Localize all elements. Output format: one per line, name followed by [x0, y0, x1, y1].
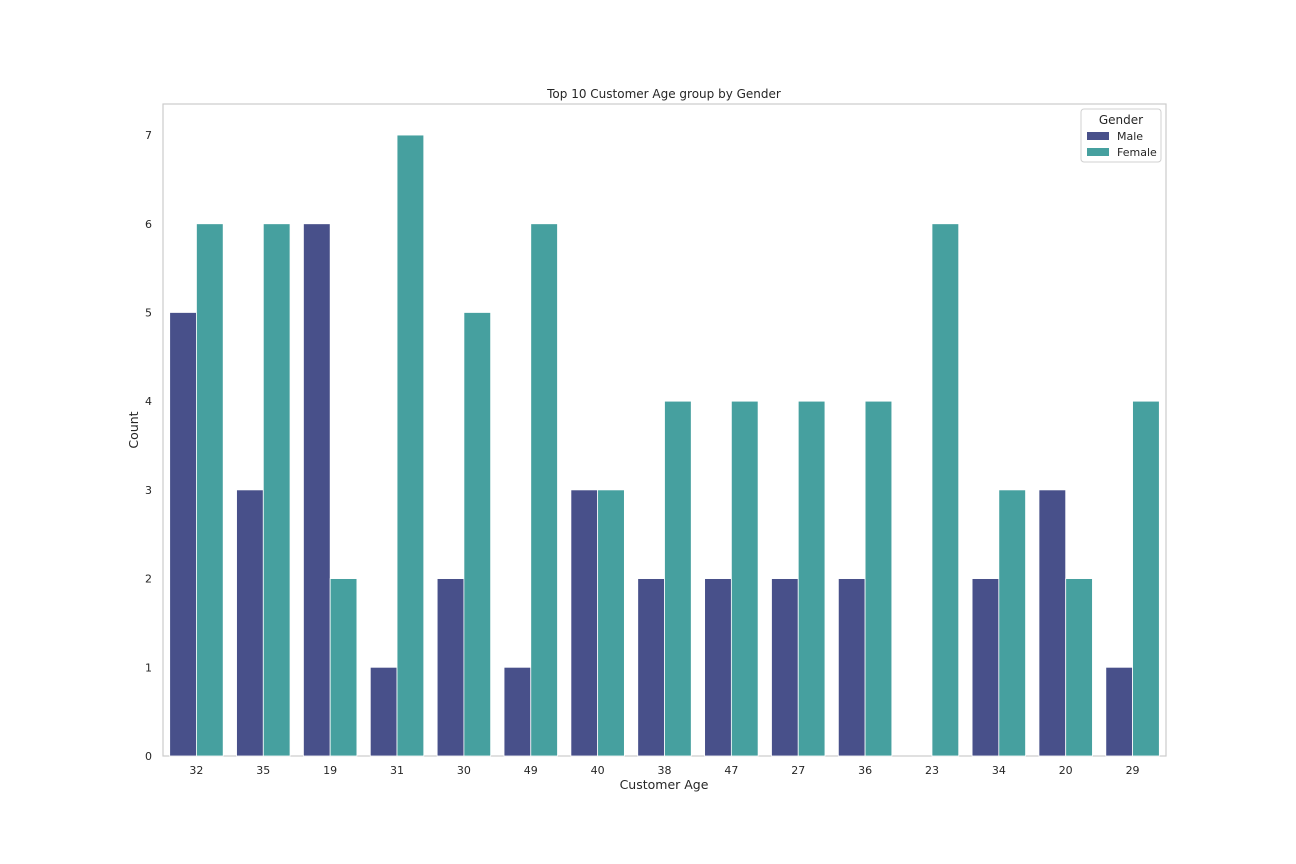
chart-title: Top 10 Customer Age group by Gender	[546, 87, 781, 101]
x-tick-label: 23	[925, 764, 939, 777]
x-tick-label: 38	[658, 764, 672, 777]
bar-female-34	[998, 489, 1026, 757]
bar-female-27	[797, 400, 826, 757]
y-tick-label: 3	[145, 484, 152, 497]
x-tick-label: 19	[323, 764, 337, 777]
bar-female-19	[329, 578, 358, 757]
bar-female-47	[730, 400, 759, 757]
y-tick-label: 5	[145, 306, 152, 319]
bar-female-23	[931, 223, 960, 757]
y-tick-label: 2	[145, 573, 152, 586]
legend-title: Gender	[1099, 113, 1143, 127]
y-axis-ticks: 0 1 2 3 4 5 6 7	[145, 129, 152, 763]
legend-label-female: Female	[1117, 146, 1157, 159]
y-tick-label: 4	[145, 395, 152, 408]
bar-male-20	[1038, 489, 1067, 757]
bar-female-38	[664, 400, 692, 757]
bar-male-49	[503, 666, 532, 757]
bar-male-27	[771, 578, 799, 757]
bar-female-40	[597, 489, 625, 757]
bar-male-31	[369, 666, 398, 757]
x-tick-label: 30	[457, 764, 471, 777]
x-tick-label: 29	[1126, 764, 1140, 777]
bar-male-38	[637, 578, 665, 757]
bar-male-35	[236, 489, 264, 757]
bar-male-40	[570, 489, 599, 757]
x-tick-label: 31	[390, 764, 404, 777]
y-tick-label: 6	[145, 218, 152, 231]
bar-male-30	[436, 578, 465, 757]
bar-female-49	[530, 223, 558, 757]
x-tick-label: 40	[591, 764, 605, 777]
x-tick-label: 27	[791, 764, 805, 777]
y-tick-label: 7	[145, 129, 152, 142]
bar-male-47	[704, 578, 732, 757]
x-tick-label: 20	[1059, 764, 1073, 777]
legend-items: Male Female	[1087, 130, 1157, 159]
legend: Gender Male Female	[1080, 108, 1162, 163]
x-tick-label: 32	[189, 764, 203, 777]
bar-male-34	[971, 578, 1000, 757]
bar-female-20	[1065, 578, 1093, 757]
legend-swatch-male	[1087, 132, 1109, 140]
x-tick-label: 49	[524, 764, 538, 777]
bar-male-32	[169, 312, 197, 757]
x-tick-label: 34	[992, 764, 1006, 777]
bar-female-35	[262, 223, 291, 757]
bar-male-29	[1105, 666, 1133, 757]
legend-swatch-female	[1087, 148, 1109, 156]
bar-female-31	[396, 134, 425, 757]
legend-label-male: Male	[1117, 130, 1143, 143]
y-tick-label: 1	[145, 661, 152, 674]
x-axis-label: Customer Age	[620, 777, 709, 792]
y-tick-label: 0	[145, 750, 152, 763]
bar-female-29	[1132, 400, 1160, 757]
bar-male-19	[303, 223, 331, 757]
bar-female-30	[463, 312, 492, 757]
x-axis-ticks: 32 35 19 31 30 49 40 38 47 27 36 23 34 20 29	[189, 764, 1139, 777]
bars-layer	[169, 134, 1160, 757]
x-tick-label: 36	[858, 764, 872, 777]
x-tick-label: 47	[724, 764, 738, 777]
bar-male-36	[837, 578, 866, 757]
y-axis-label: Count	[126, 411, 141, 448]
x-tick-label: 35	[256, 764, 270, 777]
bar-female-36	[864, 400, 893, 757]
bar-female-32	[196, 223, 224, 757]
